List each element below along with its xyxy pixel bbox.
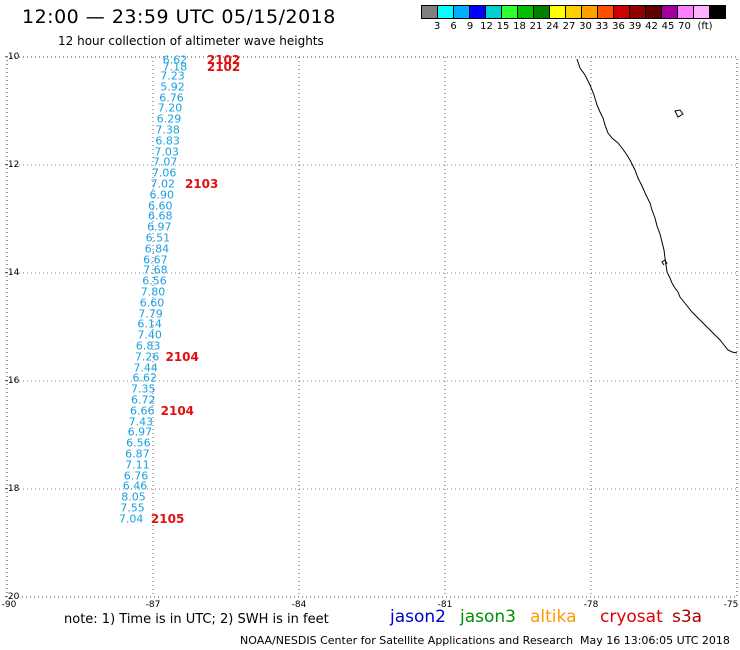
swh-value: 6.62	[132, 371, 157, 385]
page-title: 12:00 — 23:59 UTC 05/15/2018	[22, 6, 336, 28]
colorbar-tick-label: (ft)	[697, 21, 713, 32]
colorbar-tick-label: 27	[562, 21, 576, 32]
legend-item-cryosat: cryosat	[600, 607, 663, 627]
longitude-label: -78	[583, 600, 599, 610]
colorbar-tick-label: 9	[466, 21, 474, 32]
colorbar-tick-label: 18	[513, 21, 526, 32]
swh-value: 7.43	[128, 415, 154, 428]
swh-value: 7.18	[162, 60, 188, 74]
swh-value: 6.67	[143, 253, 168, 266]
swh-value: 6.60	[139, 296, 165, 310]
longitude-label: -81	[437, 600, 453, 610]
swh-value: 6.66	[130, 404, 155, 418]
swh-value: 7.03	[154, 145, 179, 158]
units-note: note: 1) Time is in UTC; 2) SWH is in fe…	[64, 612, 329, 627]
swh-value: 6.60	[148, 199, 173, 212]
coastline	[576, 58, 738, 354]
grid-lines	[7, 57, 737, 597]
swh-value: 7.07	[152, 155, 178, 169]
swh-value: 7.38	[155, 123, 180, 137]
legend-item-jason2: jason2	[390, 607, 446, 627]
legend-item-s3a: s3a	[672, 607, 703, 627]
colorbar-tick-label: 6	[450, 21, 457, 32]
swh-value: 6.72	[131, 393, 156, 407]
colorbar-tick-label: 21	[529, 21, 543, 32]
pass-number: 2103	[184, 176, 219, 191]
swh-value: 6.46	[122, 479, 148, 493]
pass-number: 2104	[160, 403, 195, 418]
credit-text: NOAA/NESDIS Center for Satellite Applica…	[240, 634, 574, 647]
swh-value: 6.90	[149, 188, 175, 202]
swh-value: 7.06	[151, 166, 177, 180]
colorbar-tick-label: 42	[645, 21, 658, 32]
longitude-label: -90	[1, 600, 17, 610]
swh-value: 7.35	[131, 382, 156, 396]
island-outline	[674, 109, 684, 118]
swh-colorbar	[421, 5, 726, 19]
latitude-label: -18	[4, 484, 20, 494]
pass-number: 2104	[165, 349, 199, 364]
swh-value: 7.44	[133, 361, 158, 374]
colorbar-tick-label: 30	[579, 21, 592, 32]
swh-value: 7.04	[118, 512, 144, 526]
pass-number: 2105	[150, 511, 185, 526]
swh-value: 7.40	[137, 328, 162, 342]
swh-value: 6.76	[159, 91, 184, 104]
swh-value: 7.20	[157, 101, 183, 115]
swh-value: 7.26	[134, 350, 160, 364]
swh-value: 6.14	[137, 317, 162, 331]
colorbar-tick-label: 36	[612, 21, 625, 32]
swh-value: 8.05	[121, 490, 146, 504]
generated-timestamp: May 16 13:06:05 UTC 2018	[580, 634, 730, 647]
page-subtitle: 12 hour collection of altimeter wave hei…	[58, 34, 324, 48]
swh-value: 6.97	[127, 425, 153, 439]
plot-frame	[6, 56, 738, 598]
pass-number: 2102	[206, 59, 241, 74]
pass-number: 2102	[206, 52, 241, 67]
swh-value: 6.29	[156, 112, 182, 126]
swh-value: 7.23	[160, 69, 185, 83]
colorbar-tick-label: 39	[628, 21, 642, 32]
colorbar-tick-label: 70	[678, 21, 691, 32]
swh-value: 7.11	[125, 458, 150, 472]
swh-value: 5.92	[160, 80, 185, 94]
legend-item-jason3: jason3	[460, 607, 516, 627]
colorbar-tick-label: 33	[595, 21, 609, 32]
colorbar-tick-label: 45	[661, 21, 675, 32]
longitude-label: -87	[145, 600, 161, 610]
swh-value: 6.84	[144, 242, 170, 256]
latitude-label: -20	[4, 592, 20, 602]
swh-value: 6.51	[145, 231, 171, 245]
latitude-label: -10	[4, 52, 20, 62]
swh-value: 6.68	[148, 209, 173, 223]
legend-item-altika: altika	[530, 607, 577, 627]
swh-value: 7.55	[120, 501, 145, 515]
swh-value: 7.02	[150, 177, 175, 191]
swh-value: 6.87	[125, 447, 150, 461]
longitude-label: -84	[291, 600, 307, 610]
latitude-label: -14	[4, 268, 20, 278]
swh-value: 7.79	[138, 307, 163, 320]
colorbar-swatch	[709, 5, 726, 19]
latitude-label: -12	[4, 160, 20, 170]
swh-value: 6.56	[126, 436, 151, 450]
swh-value: 6.76	[123, 469, 149, 482]
swh-value: 6.62	[162, 53, 188, 67]
colorbar-labels: 3 6 9 12 15 18 21 24 27 30 33 36 39 42 45 70 (ft)	[421, 21, 740, 35]
swh-value: 7.68	[143, 263, 168, 277]
coastline-bump	[661, 259, 668, 266]
swh-value: 6.97	[147, 220, 172, 234]
swh-value: 6.56	[142, 274, 167, 288]
colorbar-tick-label: 3	[433, 21, 441, 32]
latitude-label: -16	[4, 376, 20, 386]
swh-value: 6.83	[135, 339, 161, 353]
colorbar-tick-label: 24	[546, 21, 559, 32]
colorbar-tick-label: 15	[496, 21, 510, 32]
longitude-label: -75	[723, 600, 739, 610]
colorbar-tick-label: 12	[480, 21, 493, 32]
swh-value: 7.80	[140, 285, 166, 299]
swh-value: 6.83	[155, 134, 180, 148]
